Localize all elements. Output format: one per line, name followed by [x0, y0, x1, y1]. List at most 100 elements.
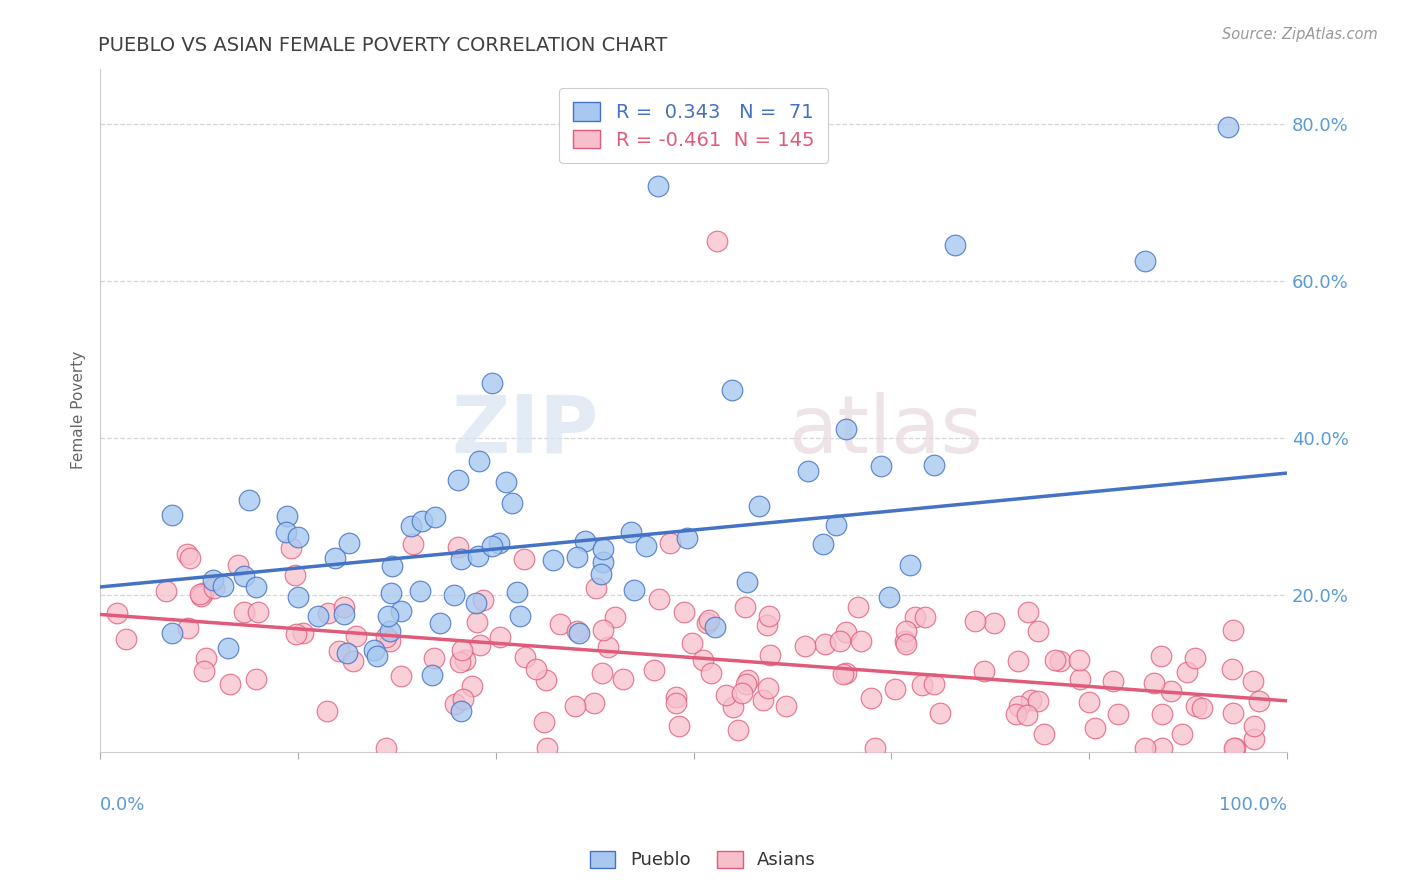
Point — [1077, 695, 1099, 709]
Point — [835, 422, 858, 436]
Point — [226, 558, 249, 573]
Point — [465, 615, 488, 629]
Point — [381, 559, 404, 574]
Point — [894, 634, 917, 648]
Point — [233, 569, 256, 583]
Point — [193, 665, 215, 679]
Point — [877, 591, 900, 605]
Point — [775, 699, 797, 714]
Point — [1101, 674, 1123, 689]
Point — [411, 514, 433, 528]
Point — [328, 643, 350, 657]
Point — [735, 575, 758, 590]
Point — [612, 672, 634, 686]
Point — [489, 630, 512, 644]
Point — [603, 610, 626, 624]
Point — [592, 555, 614, 569]
Point — [284, 568, 307, 582]
Point — [911, 678, 934, 692]
Point — [1222, 706, 1244, 720]
Point — [548, 617, 571, 632]
Point — [160, 626, 183, 640]
Point — [363, 643, 385, 657]
Point — [1185, 699, 1208, 714]
Point — [461, 679, 484, 693]
Point — [307, 609, 329, 624]
Point — [429, 616, 451, 631]
Point — [849, 634, 872, 648]
Point — [727, 723, 749, 738]
Point — [714, 688, 737, 702]
Y-axis label: Female Poverty: Female Poverty — [72, 351, 86, 469]
Point — [1243, 731, 1265, 746]
Point — [1241, 673, 1264, 688]
Point — [1143, 676, 1166, 690]
Point — [193, 585, 215, 599]
Legend: Pueblo, Asians: Pueblo, Asians — [581, 842, 825, 879]
Point — [665, 690, 688, 704]
Point — [447, 540, 470, 554]
Point — [863, 741, 886, 756]
Point — [1028, 694, 1050, 708]
Point — [668, 719, 690, 733]
Point — [333, 607, 356, 621]
Point — [287, 530, 309, 544]
Point — [292, 626, 315, 640]
Point — [983, 615, 1005, 630]
Point — [238, 493, 260, 508]
Point — [316, 606, 339, 620]
Point — [195, 650, 218, 665]
Point — [647, 179, 669, 194]
Point — [870, 458, 893, 473]
Point — [1160, 684, 1182, 698]
Point — [1008, 698, 1031, 713]
Point — [758, 608, 780, 623]
Point — [737, 673, 759, 687]
Point — [1225, 741, 1247, 756]
Point — [344, 629, 367, 643]
Point — [399, 519, 422, 533]
Point — [219, 677, 242, 691]
Point — [481, 376, 503, 390]
Point — [585, 581, 607, 595]
Point — [389, 669, 412, 683]
Text: Source: ZipAtlas.com: Source: ZipAtlas.com — [1222, 27, 1378, 42]
Point — [1152, 741, 1174, 756]
Point — [1175, 665, 1198, 680]
Point — [114, 632, 136, 647]
Point — [190, 589, 212, 603]
Point — [835, 666, 858, 681]
Point — [287, 591, 309, 605]
Text: ZIP: ZIP — [451, 392, 599, 470]
Point — [582, 696, 605, 710]
Point — [1005, 706, 1028, 721]
Point — [285, 626, 308, 640]
Point — [1043, 653, 1066, 667]
Point — [245, 672, 267, 686]
Point — [506, 585, 529, 599]
Point — [513, 552, 536, 566]
Point — [380, 586, 402, 600]
Point — [316, 704, 339, 718]
Point — [472, 593, 495, 607]
Point — [706, 235, 728, 249]
Point — [591, 665, 613, 680]
Point — [378, 634, 401, 648]
Point — [402, 537, 425, 551]
Point — [389, 604, 412, 618]
Point — [541, 552, 564, 566]
Point — [465, 596, 488, 610]
Point — [202, 573, 225, 587]
Point — [468, 454, 491, 468]
Point — [342, 654, 364, 668]
Point — [423, 650, 446, 665]
Point — [533, 714, 555, 729]
Point — [447, 473, 470, 487]
Point — [176, 547, 198, 561]
Point — [922, 677, 945, 691]
Point — [824, 518, 846, 533]
Point — [450, 551, 472, 566]
Point — [323, 551, 346, 566]
Point — [332, 599, 354, 614]
Point — [501, 496, 523, 510]
